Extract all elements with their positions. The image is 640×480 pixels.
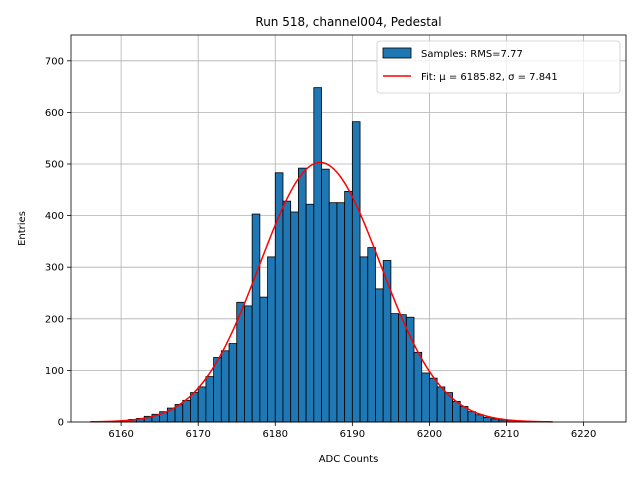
histogram-bar (328, 202, 338, 423)
fit-curve-group (90, 161, 553, 423)
histogram-bar (382, 260, 392, 423)
legend-label-fit: Fit: μ = 6185.82, σ = 7.841 (421, 72, 558, 83)
histogram-bar (405, 316, 415, 423)
legend: Samples: RMS=7.77 Fit: μ = 6185.82, σ = … (376, 40, 621, 94)
histogram-bar (436, 386, 446, 423)
histogram-bar (290, 211, 299, 423)
gaussian-fit-curve (90, 161, 553, 423)
y-tick-label: 400 (45, 211, 64, 222)
histogram-bar (228, 343, 238, 423)
y-axis-label: Entries (17, 211, 28, 246)
histogram-bar (205, 376, 215, 423)
histogram-bar (267, 256, 276, 423)
chart-title: Run 518, channel004, Pedestal (255, 15, 441, 29)
histogram-bar (475, 414, 484, 423)
histogram-bars (105, 87, 538, 423)
x-tick-label: 6160 (108, 429, 133, 440)
histogram-bar (344, 190, 353, 423)
x-tick-label: 6170 (185, 429, 210, 440)
histogram-bar (244, 305, 253, 423)
x-tick-label: 6220 (571, 429, 596, 440)
y-tick-label: 300 (45, 263, 64, 274)
y-tick-label: 100 (45, 366, 64, 377)
y-tick-label: 700 (45, 56, 64, 67)
histogram-bar (467, 411, 477, 423)
y-tick-label: 200 (45, 314, 64, 325)
y-tick-label: 500 (45, 160, 64, 171)
x-tick-label: 6200 (417, 429, 442, 440)
histogram-bar (429, 377, 438, 423)
y-axis-ticks: 0 100 200 300 400 500 600 700 (45, 56, 71, 429)
legend-box (376, 40, 621, 94)
histogram-bar (398, 314, 407, 423)
histogram-bar (251, 213, 261, 423)
histogram-bar (220, 350, 230, 423)
histogram-bar (367, 247, 376, 423)
histogram-bar (297, 167, 307, 423)
histogram-bar (313, 87, 322, 423)
histogram-bar (359, 256, 369, 423)
histogram-bar (413, 351, 423, 423)
legend-swatch-samples (382, 47, 412, 59)
x-tick-label: 6180 (263, 429, 288, 440)
histogram-bar (305, 203, 315, 423)
histogram-bar (390, 313, 400, 423)
x-tick-label: 6210 (494, 429, 519, 440)
histogram-bar (190, 392, 199, 423)
y-tick-label: 0 (58, 418, 64, 429)
histogram-bar (421, 372, 430, 423)
histogram-bar (259, 296, 268, 423)
histogram-bar (351, 121, 361, 423)
histogram-bar (336, 202, 346, 423)
x-axis-ticks: 6160 6170 6180 6190 6200 6210 6220 (108, 422, 596, 440)
histogram-bar (213, 357, 222, 423)
histogram-bar (482, 416, 492, 423)
x-tick-label: 6190 (340, 429, 365, 440)
x-axis-label: ADC Counts (319, 454, 379, 465)
histogram-bar (182, 399, 191, 423)
legend-label-samples: Samples: RMS=7.77 (421, 49, 523, 60)
y-tick-label: 600 (45, 108, 64, 119)
plot-frame (70, 34, 627, 423)
histogram-bar (321, 168, 330, 423)
histogram-bar (282, 200, 292, 423)
histogram-bar (452, 400, 461, 423)
histogram-bar (490, 418, 500, 423)
histogram-bar (197, 386, 207, 423)
histogram-bar (375, 288, 384, 423)
